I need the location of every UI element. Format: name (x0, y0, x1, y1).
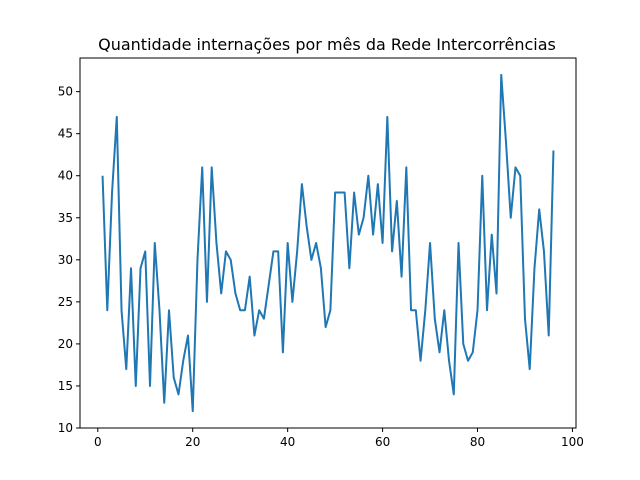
y-tick-label: 10 (58, 421, 73, 435)
y-tick-label: 20 (58, 337, 73, 351)
y-tick-label: 25 (58, 295, 73, 309)
x-tick-label: 60 (375, 435, 390, 449)
y-tick-label: 45 (58, 127, 73, 141)
chart-title: Quantidade internações por mês da Rede I… (98, 35, 556, 54)
x-tick-label: 40 (280, 435, 295, 449)
y-tick-label: 30 (58, 253, 73, 267)
axes-frame (79, 57, 577, 429)
x-tick-label: 80 (470, 435, 485, 449)
y-tick-label: 40 (58, 169, 73, 183)
plot-area: 0 20 40 60 80 100 10 15 20 25 30 35 40 45 50 (58, 57, 584, 449)
x-tick-label: 20 (185, 435, 200, 449)
x-axis: 0 20 40 60 80 100 (94, 428, 584, 449)
y-tick-label: 50 (58, 85, 73, 99)
y-axis: 10 15 20 25 30 35 40 45 50 (58, 85, 80, 435)
x-tick-label: 100 (561, 435, 584, 449)
y-tick-label: 15 (58, 379, 73, 393)
y-tick-label: 35 (58, 211, 73, 225)
series-line (101, 73, 555, 413)
x-tick-label: 0 (94, 435, 102, 449)
